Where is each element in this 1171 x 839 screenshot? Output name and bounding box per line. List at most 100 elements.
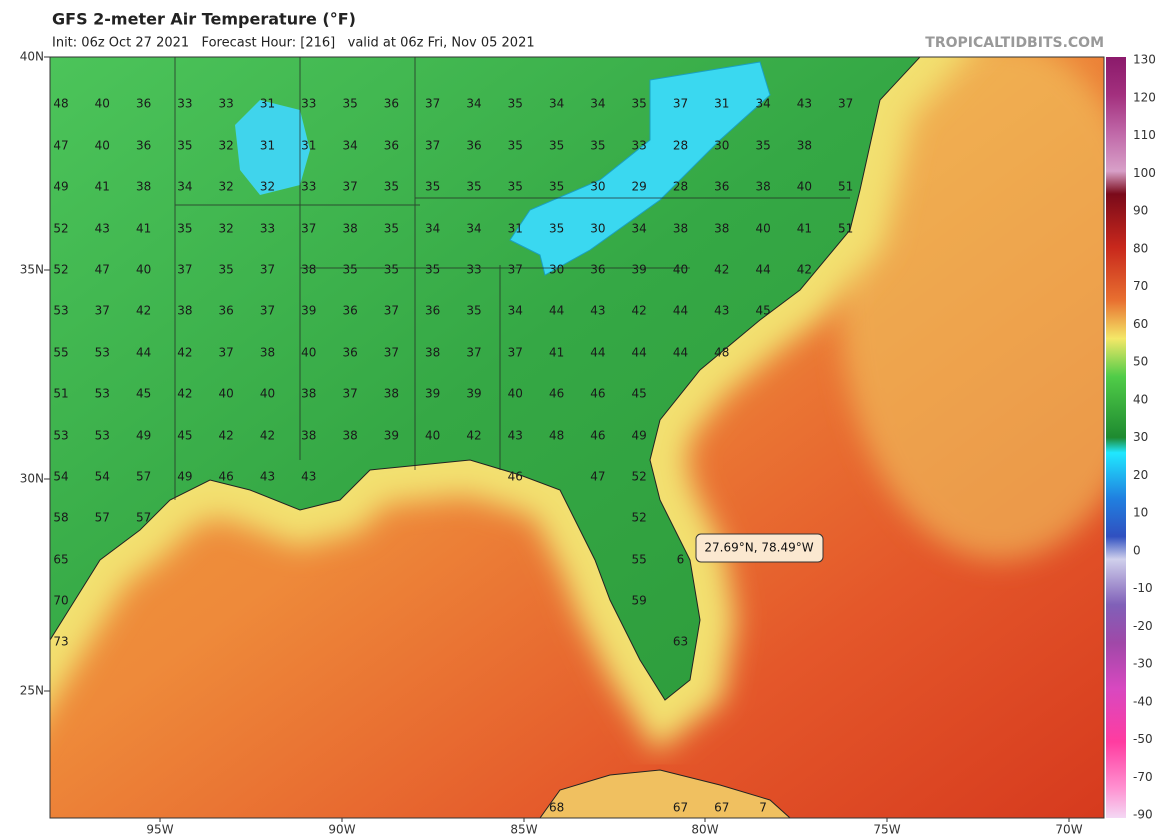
- station-value: 35: [632, 97, 647, 111]
- station-value: 35: [219, 263, 234, 277]
- station-value: 40: [797, 180, 812, 194]
- colorbar-label: 90: [1133, 204, 1148, 218]
- station-value: 36: [466, 139, 481, 153]
- station-value: 33: [301, 97, 316, 111]
- station-value: 49: [53, 180, 68, 194]
- station-value: 34: [508, 304, 523, 318]
- station-value: 43: [714, 304, 729, 318]
- station-value: 37: [95, 304, 110, 318]
- station-value: 53: [95, 429, 110, 443]
- station-value: 48: [549, 429, 564, 443]
- station-value: 39: [301, 304, 316, 318]
- watermark: TROPICALTIDBITS.COM: [925, 35, 1104, 51]
- station-value: 35: [755, 139, 770, 153]
- tooltip: 27.69°N, 78.49°W: [695, 533, 824, 563]
- station-value: 35: [549, 222, 564, 236]
- station-value: 42: [714, 263, 729, 277]
- colorbar-label: -30: [1133, 657, 1153, 671]
- station-value: 52: [53, 263, 68, 277]
- station-value: 36: [714, 180, 729, 194]
- station-value: 43: [797, 97, 812, 111]
- station-value: 40: [260, 387, 275, 401]
- station-value: 48: [53, 97, 68, 111]
- station-value: 35: [177, 222, 192, 236]
- station-value: 44: [549, 304, 564, 318]
- lon-label: 70W: [1055, 823, 1082, 837]
- station-value: 35: [466, 180, 481, 194]
- station-value: 37: [508, 346, 523, 360]
- station-value: 28: [673, 180, 688, 194]
- station-value: 47: [590, 470, 605, 484]
- station-value: 34: [755, 97, 770, 111]
- station-value: 38: [136, 180, 151, 194]
- station-value: 35: [425, 180, 440, 194]
- station-value: 7: [759, 801, 767, 815]
- colorbar-label: 120: [1133, 90, 1156, 104]
- station-value: 44: [632, 346, 647, 360]
- station-value: 37: [260, 263, 275, 277]
- station-value: 70: [53, 594, 68, 608]
- station-value: 42: [797, 263, 812, 277]
- lon-label: 95W: [146, 823, 173, 837]
- station-value: 34: [466, 222, 481, 236]
- station-value: 32: [219, 139, 234, 153]
- station-value: 43: [95, 222, 110, 236]
- station-values: 48 40 36 33 33 31 33 35 36 37 34 35 34 34 35 37 31 34 43 37…: [53, 97, 853, 815]
- station-value: 38: [755, 180, 770, 194]
- station-value: 37: [838, 97, 853, 111]
- station-value: 37: [260, 304, 275, 318]
- station-value: 34: [549, 97, 564, 111]
- station-value: 35: [508, 97, 523, 111]
- station-value: 38: [342, 222, 357, 236]
- station-value: 38: [425, 346, 440, 360]
- station-value: 30: [714, 139, 729, 153]
- tooltip-box: [695, 533, 824, 563]
- station-value: 41: [95, 180, 110, 194]
- colorbar-label: 80: [1133, 241, 1148, 255]
- station-value: 38: [384, 387, 399, 401]
- station-value: 31: [301, 139, 316, 153]
- station-value: 35: [425, 263, 440, 277]
- station-value: 42: [136, 304, 151, 318]
- cold-patch: [235, 100, 310, 195]
- station-value: 43: [301, 470, 316, 484]
- station-value: 38: [301, 387, 316, 401]
- station-value: 35: [342, 97, 357, 111]
- station-value: 30: [549, 263, 564, 277]
- colorbar-label: -20: [1133, 619, 1153, 633]
- station-value: 30: [590, 222, 605, 236]
- station-value: 43: [260, 470, 275, 484]
- subtitle: Init: 06z Oct 27 2021 Forecast Hour: [21…: [52, 36, 535, 51]
- station-value: 44: [136, 346, 151, 360]
- station-value: 6: [677, 553, 685, 567]
- colorbar-label: -10: [1133, 581, 1153, 595]
- station-value: 42: [177, 346, 192, 360]
- station-value: 40: [673, 263, 688, 277]
- station-value: 46: [219, 470, 234, 484]
- station-value: 47: [95, 263, 110, 277]
- cuba: [539, 769, 791, 818]
- station-value: 42: [177, 387, 192, 401]
- lon-label: 90W: [328, 823, 355, 837]
- colorbar-label: 100: [1133, 166, 1156, 180]
- station-value: 38: [301, 263, 316, 277]
- map-area: 48 40 36 33 33 31 33 35 36 37 34 35 34 34 35 37 31 34 43 37…: [50, 57, 1104, 818]
- station-value: 38: [797, 139, 812, 153]
- station-value: 37: [384, 346, 399, 360]
- station-value: 34: [425, 222, 440, 236]
- station-value: 47: [53, 139, 68, 153]
- station-value: 36: [384, 97, 399, 111]
- station-value: 45: [755, 304, 770, 318]
- lat-label: 35N: [20, 263, 44, 277]
- warm-band: [840, 57, 1104, 560]
- station-value: 37: [342, 180, 357, 194]
- station-value: 53: [53, 429, 68, 443]
- land: [50, 57, 921, 701]
- station-value: 44: [755, 263, 770, 277]
- station-value: 31: [714, 97, 729, 111]
- colorbar-label: 50: [1133, 355, 1148, 369]
- station-value: 36: [136, 97, 151, 111]
- station-value: 46: [508, 470, 523, 484]
- station-value: 38: [714, 222, 729, 236]
